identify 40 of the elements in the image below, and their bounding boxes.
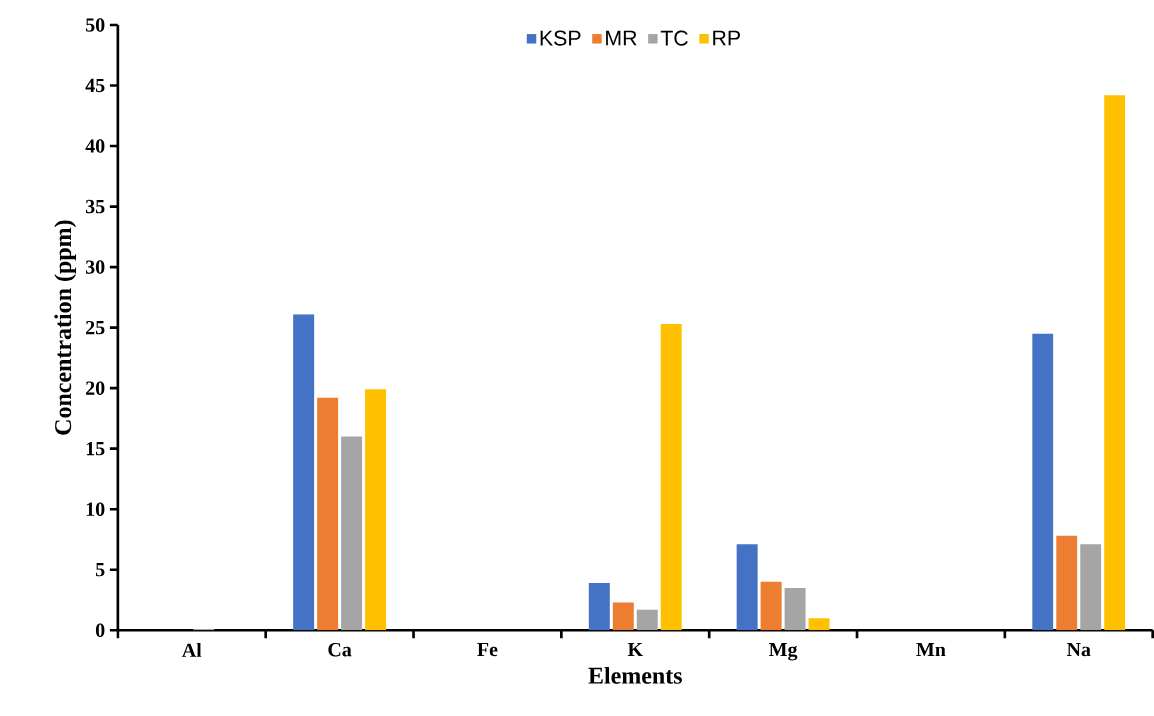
y-tick-label: 5 xyxy=(95,563,105,577)
x-tick-label: Fe xyxy=(477,642,498,657)
y-tick-label: 20 xyxy=(86,381,105,395)
legend-label: KSP xyxy=(540,30,581,46)
legend-label: MR xyxy=(606,30,637,46)
bar xyxy=(588,582,610,631)
y-tick-label: 35 xyxy=(85,199,105,214)
bar xyxy=(317,397,339,631)
bar xyxy=(1032,333,1054,631)
bar xyxy=(612,602,634,631)
x-tick-label: Na xyxy=(1066,642,1091,657)
legend-label: RP xyxy=(713,30,740,46)
bar xyxy=(736,544,758,631)
bar xyxy=(1080,544,1102,631)
bar xyxy=(1056,535,1078,631)
bar xyxy=(293,314,315,631)
x-tick-label: K xyxy=(627,642,643,656)
y-tick-label: 0 xyxy=(95,623,105,637)
x-axis-title: Elements xyxy=(588,666,682,684)
bar xyxy=(808,618,830,631)
y-axis-title: Concentration (ppm) xyxy=(54,220,77,435)
y-tick-label: 45 xyxy=(85,78,105,93)
legend-label: TC xyxy=(660,30,688,46)
y-tick-label: 40 xyxy=(85,139,105,153)
bar xyxy=(760,581,782,631)
x-tick-label: Mg xyxy=(769,642,798,661)
bar xyxy=(784,587,806,631)
y-tick-label: 50 xyxy=(85,18,105,32)
x-tick-label: Ca xyxy=(328,642,352,657)
bar xyxy=(341,436,363,631)
y-tick-label: 15 xyxy=(86,441,105,456)
bar xyxy=(660,323,682,631)
y-tick-label: 25 xyxy=(86,320,105,335)
x-tick-label: Mn xyxy=(916,642,946,656)
y-tick-label: 30 xyxy=(85,260,105,274)
bar xyxy=(636,609,658,631)
y-tick-label: 10 xyxy=(86,502,105,516)
x-tick-label: Al xyxy=(181,642,202,657)
bar xyxy=(1104,95,1126,631)
bar xyxy=(365,389,387,631)
